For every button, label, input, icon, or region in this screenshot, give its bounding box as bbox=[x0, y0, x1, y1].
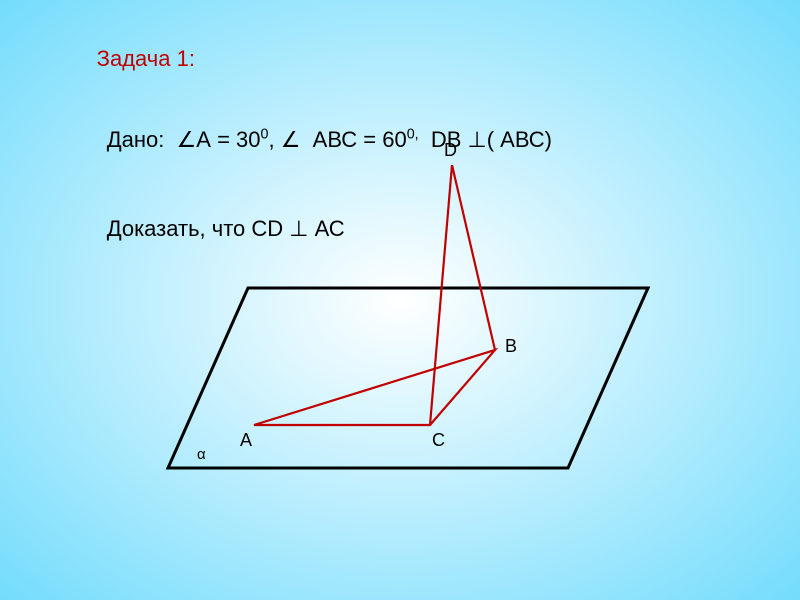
prove-line: Доказать, что СD ⊥ АС bbox=[70, 184, 552, 273]
problem-text: Задача 1: Дано: ∠А = 300, ∠ АВС = 600, D… bbox=[70, 22, 552, 273]
sup-0-2: 0, bbox=[407, 126, 419, 142]
perp-sym-2: ⊥ bbox=[289, 216, 308, 241]
angle-sym-1: ∠ bbox=[177, 127, 197, 152]
given-plane: ( АВС) bbox=[487, 127, 552, 152]
given-line: Дано: ∠А = 300, ∠ АВС = 600, DВ ⊥( АВС) bbox=[70, 95, 552, 184]
perp-sym-1: ⊥ bbox=[468, 127, 487, 152]
given-a: А = 30 bbox=[196, 127, 260, 152]
label-alpha: α bbox=[197, 446, 206, 463]
label-c: С bbox=[432, 430, 445, 451]
slide-canvas: Задача 1: Дано: ∠А = 300, ∠ АВС = 600, D… bbox=[0, 0, 800, 600]
label-b: В bbox=[505, 336, 517, 357]
label-a: А bbox=[240, 430, 252, 451]
given-prefix: Дано: bbox=[107, 127, 177, 152]
task-title: Задача 1: bbox=[97, 46, 195, 71]
label-d: D bbox=[444, 140, 457, 161]
prove-prefix: Доказать, что СD bbox=[107, 216, 290, 241]
given-abc: АВС = 60 bbox=[300, 127, 406, 152]
angle-sym-2: ∠ bbox=[281, 127, 301, 152]
prove-ac: АС bbox=[315, 216, 345, 241]
